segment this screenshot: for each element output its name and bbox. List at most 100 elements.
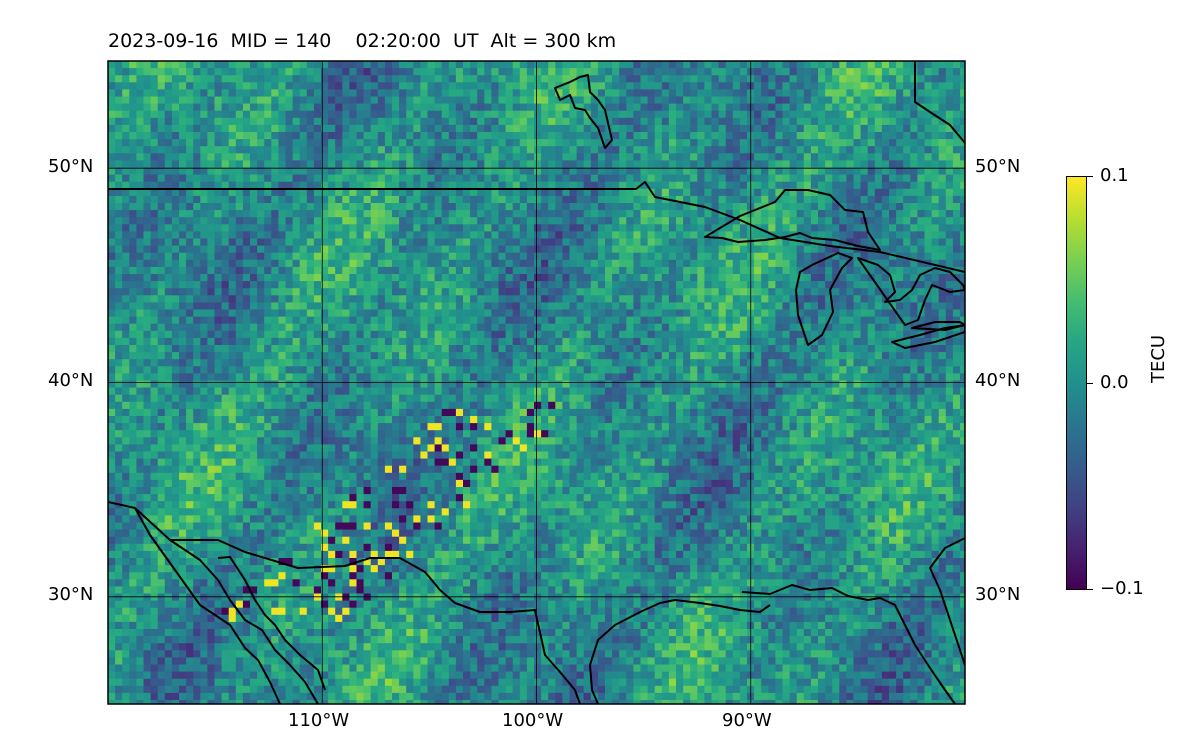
tec-cell bbox=[775, 288, 783, 296]
tec-cell bbox=[903, 231, 911, 239]
tec-cell bbox=[150, 61, 159, 69]
tec-cell bbox=[512, 160, 521, 168]
tec-cell bbox=[690, 124, 698, 133]
tec-cell bbox=[122, 181, 130, 190]
tec-cell bbox=[825, 224, 833, 232]
tec-cell bbox=[115, 238, 123, 247]
tec-cell bbox=[335, 252, 343, 261]
tec-cell bbox=[427, 266, 436, 275]
tec-cell bbox=[214, 274, 223, 282]
tec-cell bbox=[683, 266, 691, 275]
tec-cell bbox=[583, 188, 592, 197]
tec-cell bbox=[271, 89, 279, 97]
tec-cell bbox=[896, 61, 904, 69]
tec-cell bbox=[129, 352, 137, 360]
tec-cell bbox=[718, 281, 727, 289]
tec-cell bbox=[349, 89, 357, 97]
tec-cell bbox=[427, 281, 436, 289]
tec-cell bbox=[676, 89, 684, 97]
tec-cell bbox=[569, 82, 578, 90]
tec-cell bbox=[171, 330, 180, 339]
tec-cell bbox=[832, 110, 840, 119]
tec-cell bbox=[761, 309, 769, 318]
tec-cell bbox=[363, 82, 372, 90]
tec-cell bbox=[242, 330, 251, 339]
tec-cell bbox=[448, 210, 457, 218]
tec-cell bbox=[654, 195, 663, 204]
tec-cell bbox=[321, 274, 329, 282]
tec-cell bbox=[711, 132, 720, 140]
tec-cell bbox=[938, 174, 947, 183]
tec-cell bbox=[250, 117, 258, 126]
tec-cell bbox=[179, 174, 187, 183]
tec-cell bbox=[214, 337, 223, 346]
tec-cell bbox=[562, 238, 570, 247]
tec-cell bbox=[704, 323, 712, 332]
tec-cell bbox=[534, 124, 542, 133]
tec-cell bbox=[732, 224, 741, 232]
tec-cell bbox=[455, 103, 464, 112]
tec-cell bbox=[867, 132, 876, 140]
tec-cell bbox=[846, 288, 854, 296]
tec-cell bbox=[235, 195, 244, 204]
tec-cell bbox=[661, 337, 670, 346]
tec-cell bbox=[839, 103, 847, 112]
tec-cell bbox=[484, 203, 492, 211]
tec-cell bbox=[818, 124, 826, 133]
tec-cell bbox=[434, 160, 443, 168]
tec-cell bbox=[164, 224, 173, 232]
tec-cell bbox=[782, 89, 791, 97]
tec-cell bbox=[193, 188, 201, 197]
tec-cell bbox=[732, 61, 741, 69]
tec-cell bbox=[200, 146, 208, 154]
tec-cell bbox=[228, 75, 237, 83]
tec-cell bbox=[541, 132, 549, 140]
tec-cell bbox=[590, 238, 599, 247]
tec-cell bbox=[498, 323, 507, 332]
tec-cell bbox=[640, 103, 649, 112]
tec-cell bbox=[633, 302, 641, 310]
tec-cell bbox=[860, 75, 869, 83]
tec-cell bbox=[214, 217, 223, 225]
tec-cell bbox=[761, 323, 769, 332]
tec-cell bbox=[619, 238, 627, 247]
tec-cell bbox=[363, 96, 372, 105]
tec-cell bbox=[384, 203, 393, 211]
tec-cell bbox=[938, 167, 947, 176]
tec-cell bbox=[150, 68, 159, 76]
tec-cell bbox=[292, 259, 301, 268]
tec-cell bbox=[903, 167, 911, 176]
tec-cell bbox=[200, 245, 208, 254]
tec-cell bbox=[605, 266, 613, 275]
tec-cell bbox=[321, 259, 329, 268]
tec-cell bbox=[441, 181, 450, 190]
tec-cell bbox=[654, 132, 663, 140]
tec-cell bbox=[242, 75, 251, 83]
tec-cell bbox=[477, 330, 485, 339]
tec-cell bbox=[739, 117, 748, 126]
tec-cell bbox=[647, 174, 656, 183]
tec-cell bbox=[342, 288, 350, 296]
tec-cell bbox=[313, 153, 322, 161]
tec-cell bbox=[668, 167, 677, 176]
tec-cell bbox=[157, 181, 166, 190]
tec-cell bbox=[619, 345, 627, 353]
tec-cell bbox=[122, 352, 130, 360]
tec-cell bbox=[129, 288, 137, 296]
tec-cell bbox=[640, 139, 649, 147]
tec-cell bbox=[363, 245, 372, 254]
tec-cell bbox=[342, 330, 350, 339]
tec-cell bbox=[931, 68, 940, 76]
tec-cell bbox=[427, 153, 436, 161]
tec-cell bbox=[860, 259, 869, 268]
tec-cell bbox=[647, 323, 656, 332]
tec-cell bbox=[448, 323, 457, 332]
tec-cell bbox=[874, 160, 883, 168]
tec-cell bbox=[853, 195, 862, 204]
tec-cell bbox=[399, 288, 407, 296]
tec-cell bbox=[534, 217, 542, 225]
tec-cell bbox=[718, 266, 727, 275]
tec-cell bbox=[633, 188, 641, 197]
tec-cell bbox=[399, 245, 407, 254]
tec-cell bbox=[711, 195, 720, 204]
